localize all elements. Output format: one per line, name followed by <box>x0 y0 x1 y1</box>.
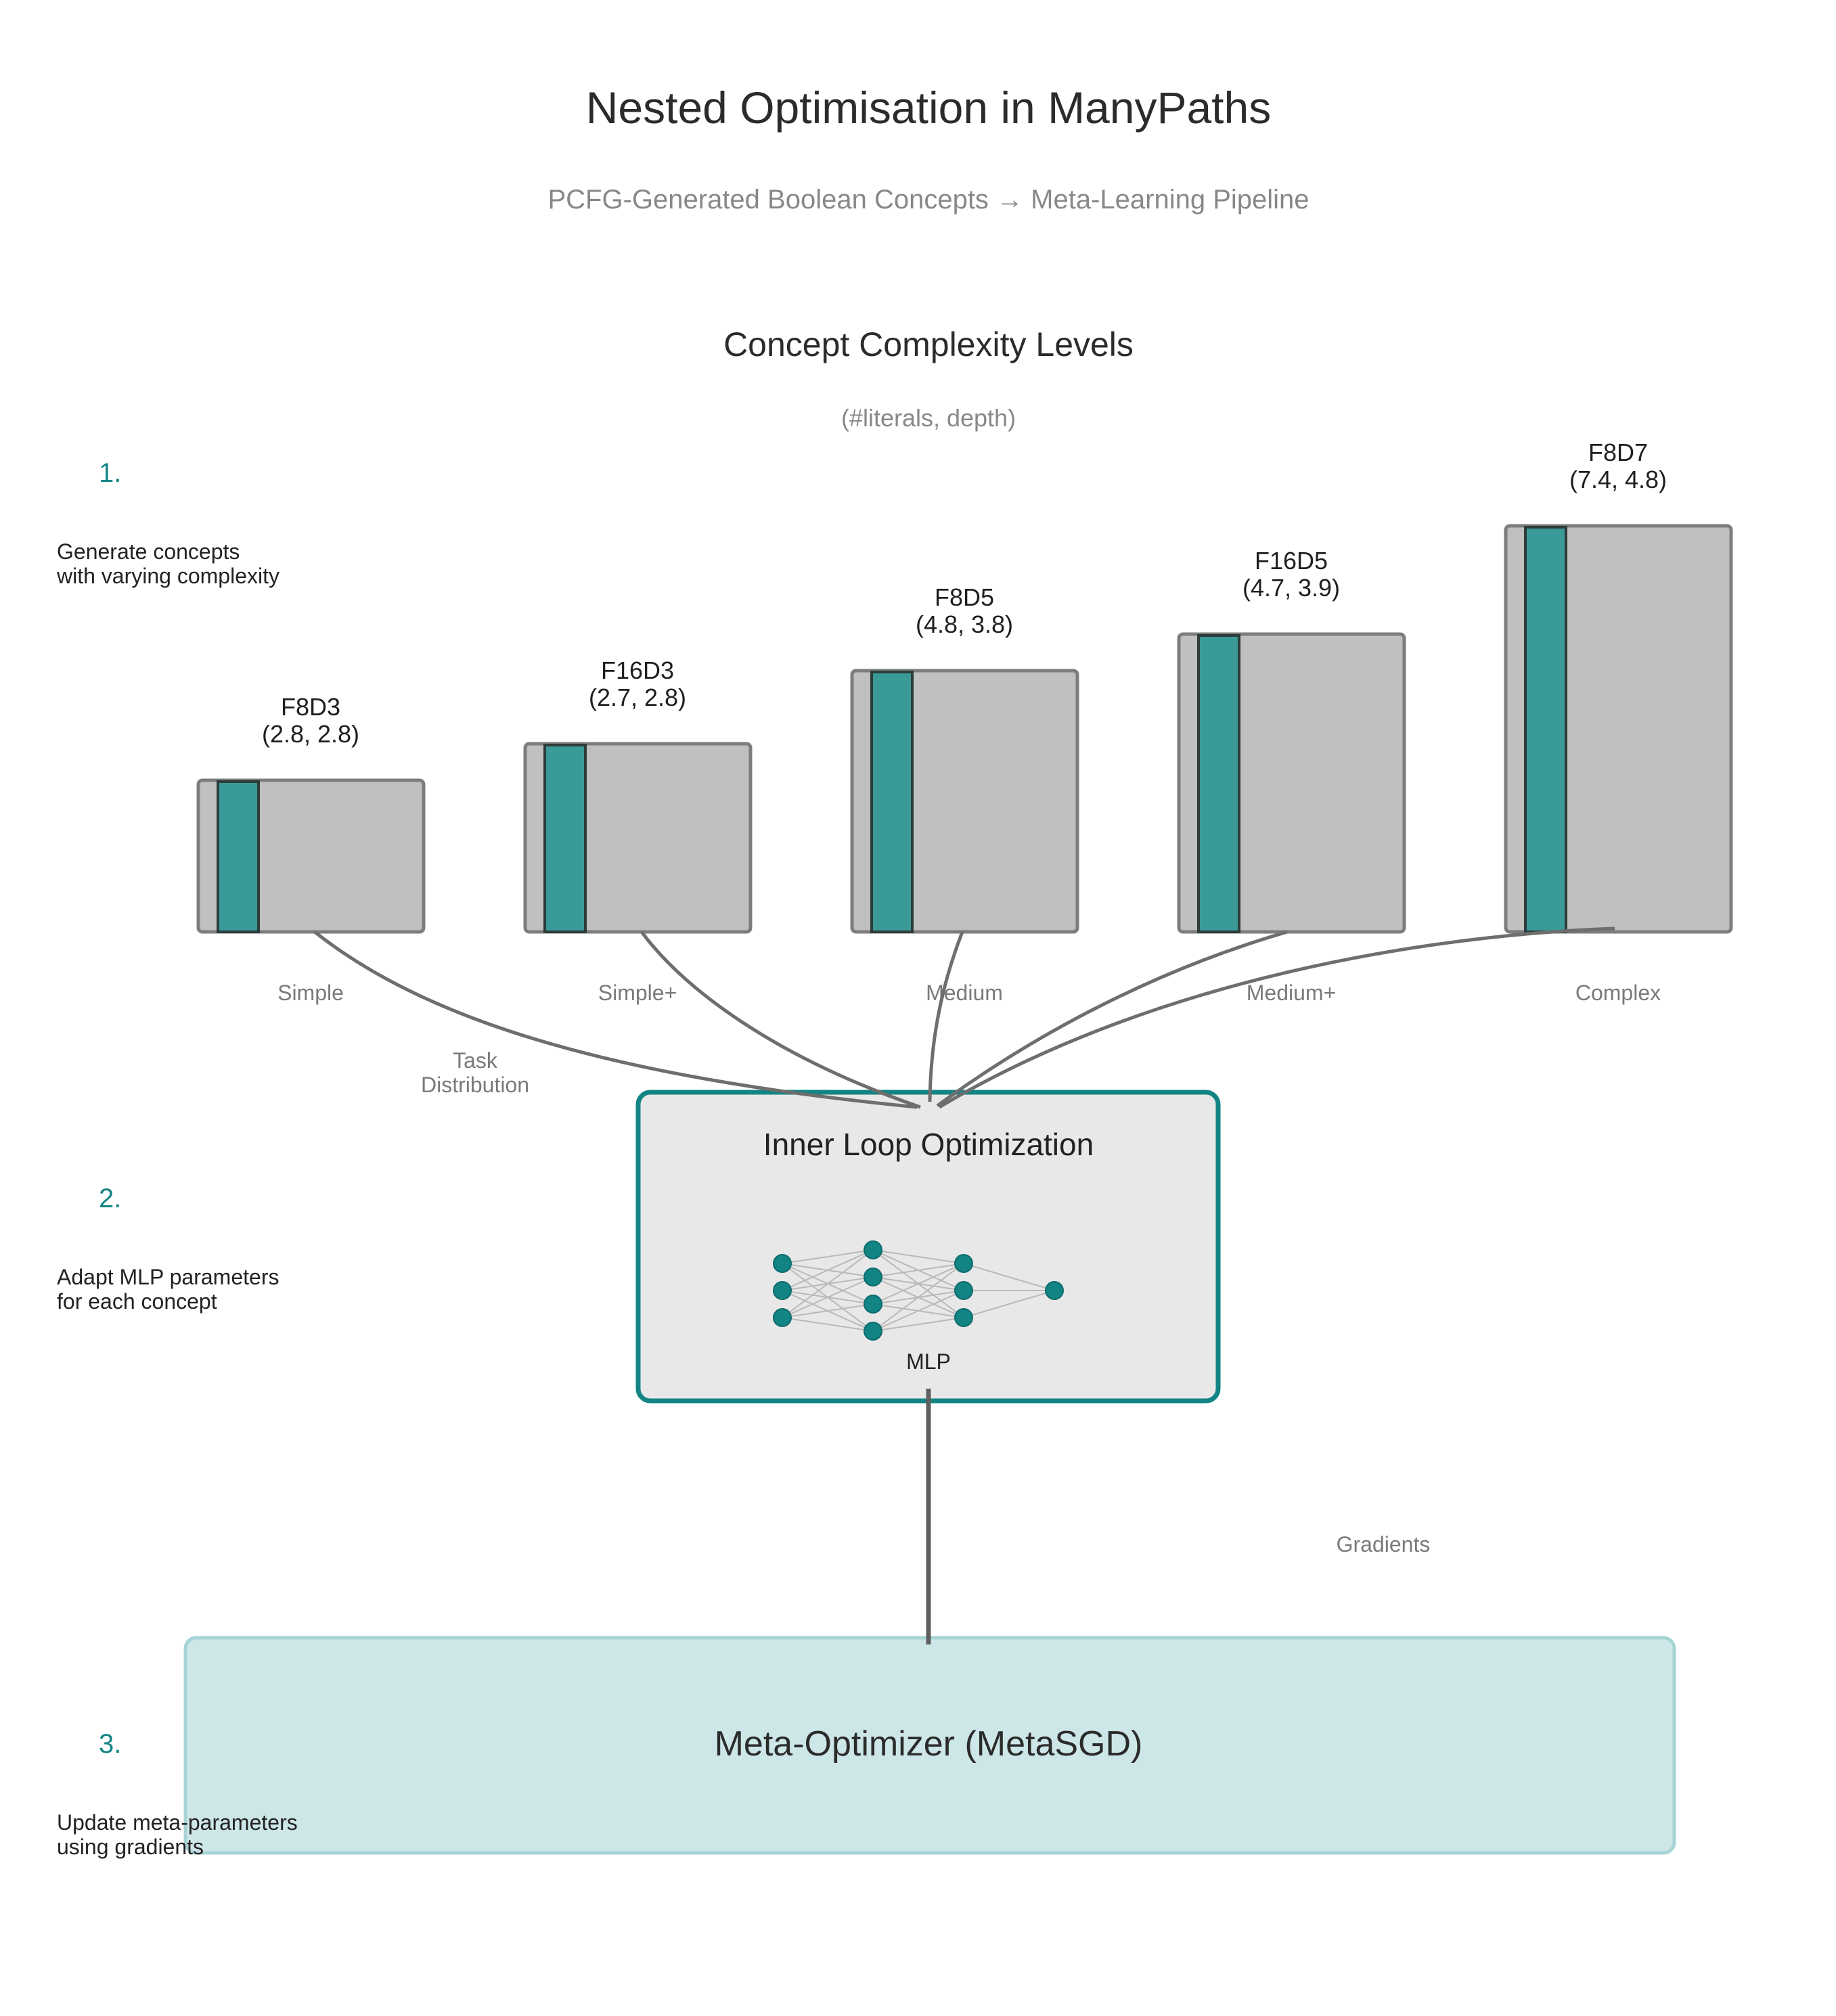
concept-literal-bar <box>1197 634 1240 933</box>
concept-stats: (4.8, 3.8) <box>916 610 1013 638</box>
concept-f16d5: F16D5 (4.7, 3.9) Medium+ <box>1177 547 1406 1005</box>
concept-f8d3: F8D3 (2.8, 2.8) Simple <box>196 693 426 1005</box>
mlp-edge <box>963 1263 1055 1291</box>
concept-literal-bar <box>1524 526 1567 933</box>
meta-optimizer-title: Meta-Optimizer (MetaSGD) <box>715 1724 1143 1764</box>
mlp-edge <box>782 1276 874 1318</box>
concept-f16d3: F16D3 (2.7, 2.8) Simple+ <box>523 656 753 1005</box>
step-1-number: 1. <box>99 458 121 488</box>
mlp-node <box>864 1268 882 1286</box>
diagram-title: Nested Optimisation in ManyPaths <box>586 83 1271 133</box>
mlp-edge <box>872 1290 964 1332</box>
mlp-node <box>864 1295 882 1314</box>
connector-f8d3 <box>313 931 918 1109</box>
concept-name: F16D5 <box>1255 547 1328 575</box>
step-3-desc-line-1: Update meta-parameters <box>57 1810 298 1835</box>
mlp-edge <box>872 1263 964 1332</box>
concept-name: F8D7 <box>1588 439 1648 466</box>
mlp-edge <box>872 1263 964 1305</box>
gradients-label: Gradients <box>1337 1532 1431 1556</box>
mlp-node <box>864 1322 882 1341</box>
concept-name: F8D3 <box>281 693 340 721</box>
concept-stats: (2.8, 2.8) <box>262 720 359 748</box>
mlp-edge <box>872 1249 964 1264</box>
complexity-section-title: Concept Complexity Levels <box>723 326 1134 363</box>
concept-level: Medium+ <box>1247 981 1337 1005</box>
mlp-connections <box>782 1249 1055 1332</box>
concept-literal-bar <box>543 744 587 933</box>
mlp-edge <box>782 1249 874 1318</box>
mlp-node <box>773 1281 792 1300</box>
step-2-desc-line-2: for each concept <box>57 1289 217 1314</box>
concept-literal-bar <box>870 671 914 933</box>
concept-stats: (2.7, 2.8) <box>589 684 686 711</box>
mlp-edge <box>872 1263 964 1278</box>
task-connectors <box>313 926 1615 1109</box>
connector-f16d5 <box>936 930 1288 1108</box>
step-1: 1. Generate concepts with varying comple… <box>56 458 279 588</box>
mlp-node <box>773 1308 792 1327</box>
task-distribution-label-line-1: Task <box>453 1048 498 1073</box>
step-3: 3. Update meta-parameters using gradient… <box>57 1729 298 1859</box>
concept-level: Simple <box>277 981 344 1005</box>
mlp-edge <box>963 1290 1055 1318</box>
mlp-node <box>1045 1281 1064 1300</box>
mlp-edge <box>782 1249 874 1291</box>
step-2-desc-line-1: Adapt MLP parameters <box>57 1265 279 1289</box>
concept-name: F8D5 <box>935 583 994 611</box>
concept-literal-bar <box>217 780 260 933</box>
step-1-desc-line-1: Generate concepts <box>57 539 240 564</box>
concept-f8d7: F8D7 (7.4, 4.8) Complex <box>1504 439 1733 1005</box>
mlp-network <box>773 1240 1064 1341</box>
task-distribution-label-line-2: Distribution <box>421 1073 529 1097</box>
concept-level: Simple+ <box>598 981 677 1005</box>
mlp-node <box>864 1240 882 1259</box>
mlp-edge <box>782 1249 874 1264</box>
meta-optimizer-box: Meta-Optimizer (MetaSGD) <box>183 1636 1676 1855</box>
mlp-node <box>954 1308 973 1327</box>
step-1-desc-line-2: with varying complexity <box>56 564 279 588</box>
concept-level: Medium <box>926 981 1003 1005</box>
connector-f16d3 <box>640 931 921 1109</box>
inner-loop-title: Inner Loop Optimization <box>763 1127 1094 1162</box>
diagram-subtitle: PCFG-Generated Boolean Concepts → Meta-L… <box>547 185 1309 215</box>
concept-stats: (7.4, 4.8) <box>1569 466 1667 493</box>
mlp-label: MLP <box>906 1349 951 1374</box>
step-3-desc-line-2: using gradients <box>57 1835 204 1859</box>
step-2-number: 2. <box>99 1184 121 1213</box>
mlp-node <box>954 1254 973 1273</box>
mlp-edge <box>872 1317 964 1332</box>
connector-f8d5 <box>928 931 964 1102</box>
complexity-section-subtitle: (#literals, depth) <box>841 404 1016 432</box>
mlp-node <box>773 1254 792 1273</box>
concept-stats: (4.7, 3.9) <box>1242 574 1340 602</box>
step-3-number: 3. <box>99 1729 121 1759</box>
connector-f8d7 <box>938 926 1615 1109</box>
concept-name: F16D3 <box>601 656 674 684</box>
inner-loop-box: Inner Loop Optimization MLP <box>635 1090 1221 1404</box>
concept-level: Complex <box>1575 981 1661 1005</box>
mlp-edge <box>782 1303 874 1318</box>
concept-f8d5: F8D5 (4.8, 3.8) Medium <box>850 583 1079 1005</box>
mlp-node <box>954 1281 973 1300</box>
step-2: 2. Adapt MLP parameters for each concept <box>57 1184 279 1314</box>
mlp-edge <box>782 1317 874 1332</box>
